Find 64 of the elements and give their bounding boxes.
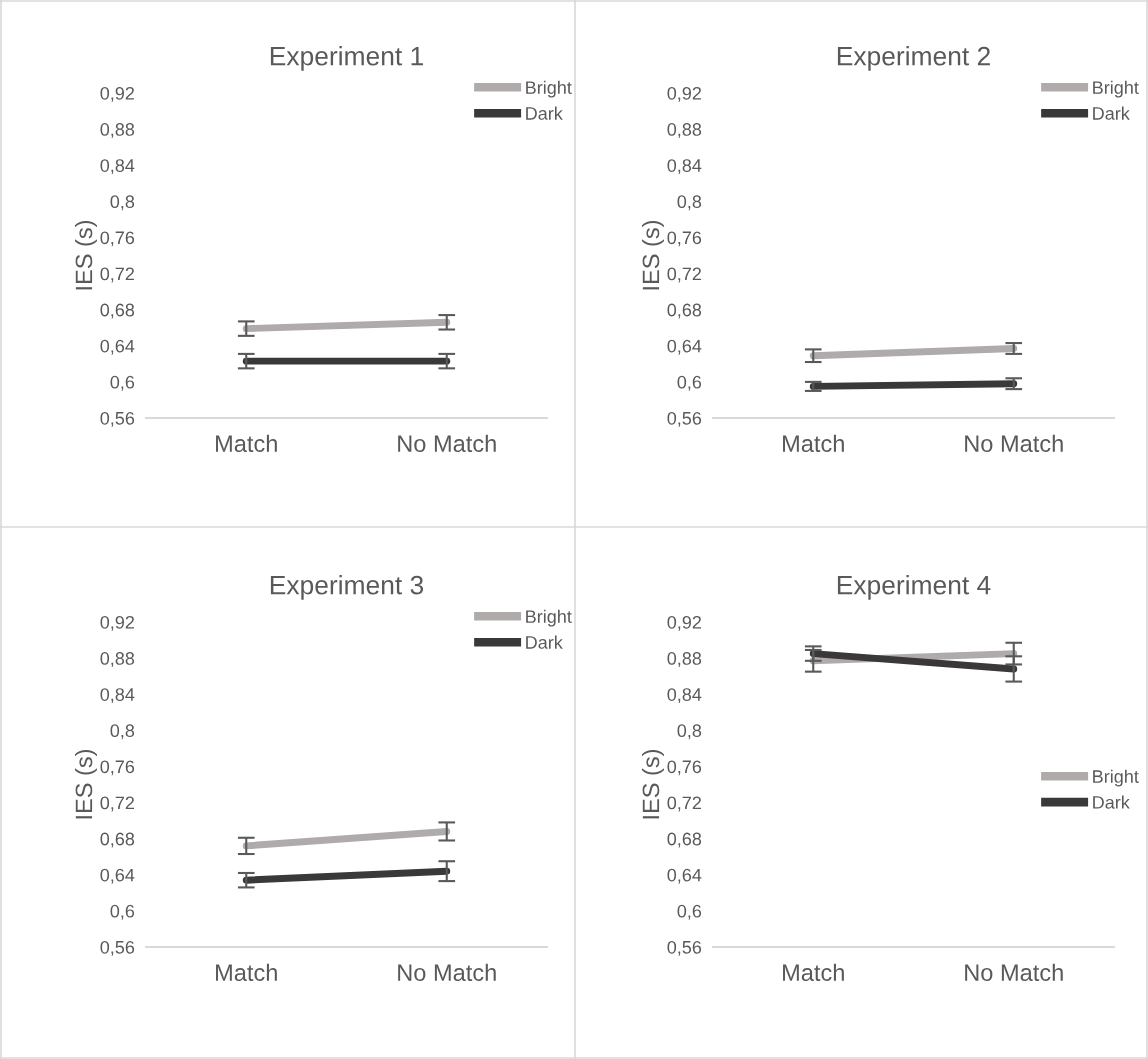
legend-label: Dark — [1093, 795, 1130, 809]
y-tick-label: 0,56 — [100, 940, 135, 956]
y-tick-label: 0,56 — [100, 411, 135, 427]
legend-label: Dark — [526, 635, 563, 649]
y-tick-label: 0,76 — [667, 760, 702, 776]
legend-label: Dark — [526, 106, 563, 120]
y-tick-label: 0,72 — [667, 267, 701, 283]
legend-label: Bright — [1093, 769, 1139, 787]
chart-title: Experiment 2 — [837, 46, 990, 71]
y-tick-label: 0,68 — [100, 832, 135, 848]
y-axis-title: IES (s) — [74, 220, 97, 290]
y-tick-label: 0,68 — [100, 303, 135, 319]
legend-label: Bright — [526, 80, 572, 98]
x-tick-label: No Match — [398, 963, 496, 982]
y-tick-label: 0,56 — [667, 940, 702, 956]
y-tick-label: 0,84 — [667, 688, 702, 704]
x-tick-label: Match — [783, 434, 844, 453]
legend-label: Bright — [526, 609, 572, 627]
x-tick-label: No Match — [965, 963, 1063, 982]
chart-title: Experiment 1 — [270, 46, 423, 71]
y-tick-label: 0,68 — [667, 832, 702, 848]
y-tick-label: 0,92 — [667, 615, 701, 631]
y-tick-label: 0,84 — [100, 688, 135, 704]
y-tick-label: 0,6 — [677, 375, 702, 391]
x-tick-label: Match — [216, 434, 277, 453]
y-tick-label: 0,76 — [100, 760, 135, 776]
y-tick-label: 0,56 — [667, 411, 702, 427]
y-tick-label: 0,6 — [110, 375, 135, 391]
chart-title: Experiment 4 — [837, 575, 991, 600]
y-tick-label: 0,84 — [667, 159, 702, 175]
y-tick-label: 0,8 — [110, 195, 135, 211]
y-tick-label: 0,6 — [677, 904, 702, 920]
y-tick-label: 0,68 — [667, 303, 702, 319]
y-tick-label: 0,72 — [100, 796, 134, 812]
y-tick-label: 0,76 — [667, 231, 702, 247]
y-tick-label: 0,72 — [667, 796, 701, 812]
y-tick-label: 0,8 — [677, 724, 702, 740]
x-tick-label: No Match — [965, 434, 1063, 453]
y-tick-label: 0,88 — [667, 652, 702, 667]
y-axis-title: IES (s) — [74, 749, 97, 819]
y-tick-label: 0,84 — [100, 159, 135, 175]
y-tick-label: 0,8 — [110, 724, 135, 740]
y-tick-label: 0,64 — [100, 868, 135, 884]
y-tick-label: 0,6 — [110, 904, 135, 920]
y-axis-title: IES (s) — [641, 220, 664, 290]
x-tick-label: Match — [783, 963, 844, 982]
x-tick-label: No Match — [398, 434, 496, 453]
y-axis-title: IES (s) — [641, 749, 664, 819]
y-tick-label: 0,88 — [100, 123, 135, 138]
y-tick-label: 0,88 — [100, 652, 135, 667]
x-tick-label: Match — [216, 963, 277, 982]
y-tick-label: 0,64 — [667, 868, 702, 884]
y-tick-label: 0,76 — [100, 231, 135, 247]
y-tick-label: 0,72 — [100, 267, 134, 283]
legend-label: Bright — [1093, 80, 1139, 98]
y-tick-label: 0,64 — [100, 339, 135, 355]
y-tick-label: 0,64 — [667, 339, 702, 355]
y-tick-label: 0,8 — [677, 195, 702, 211]
chart-title: Experiment 3 — [270, 575, 424, 600]
y-tick-label: 0,92 — [100, 615, 134, 631]
y-tick-label: 0,88 — [667, 123, 702, 138]
y-tick-label: 0,92 — [667, 86, 701, 102]
legend-label: Dark — [1093, 106, 1130, 120]
y-tick-label: 0,92 — [100, 86, 134, 102]
